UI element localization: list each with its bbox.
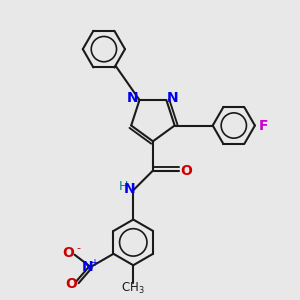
Text: O: O [65,277,77,291]
Text: O: O [62,246,74,260]
Text: H: H [118,180,128,193]
Text: N: N [167,91,178,105]
Text: F: F [258,118,268,133]
Text: N: N [127,91,139,105]
Text: CH$_3$: CH$_3$ [122,280,145,296]
Text: +: + [90,258,98,268]
Text: N: N [81,260,93,274]
Text: N: N [124,182,136,196]
Text: -: - [76,243,80,253]
Text: O: O [180,164,192,178]
